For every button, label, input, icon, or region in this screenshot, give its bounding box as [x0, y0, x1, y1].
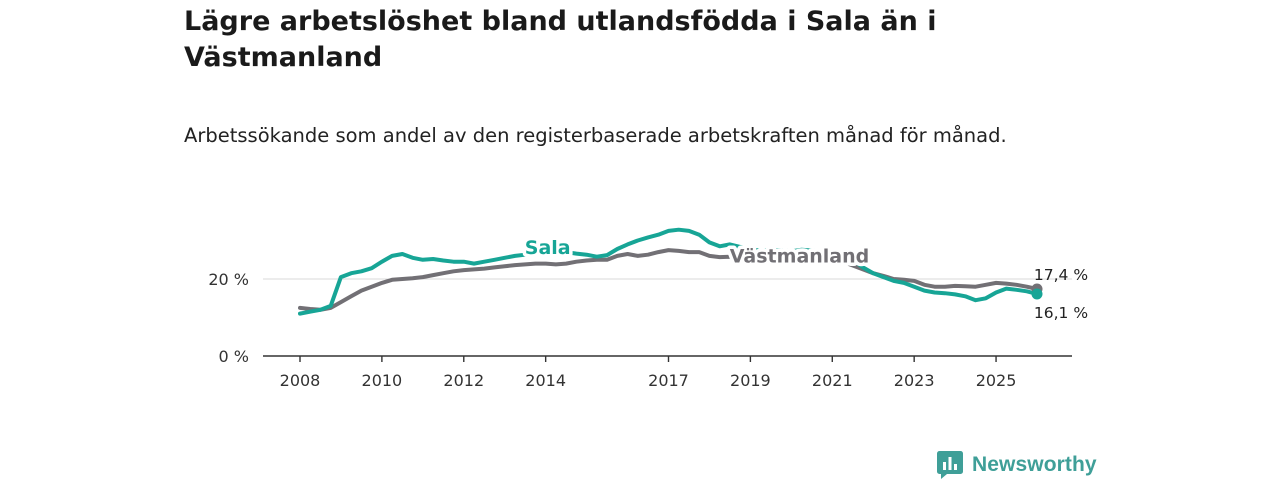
x-tick-label: 2021: [812, 371, 853, 390]
chart-title: Lägre arbetslöshet bland utlandsfödda i …: [184, 6, 937, 73]
newsworthy-logo-icon: [937, 451, 963, 479]
end-markers: 17,4 % 16,1 %: [1031, 266, 1088, 322]
x-tick-label: 2019: [730, 371, 771, 390]
end-marker-sala: [1031, 288, 1043, 300]
end-label-vastmanland: 17,4 %: [1034, 266, 1088, 284]
chart-subtitle: Arbetssökande som andel av den registerb…: [184, 124, 1007, 147]
x-tick-label: 2025: [976, 371, 1017, 390]
series-line-sala: [298, 227, 1039, 316]
x-tick-label: 2010: [362, 371, 403, 390]
brand-name: Newsworthy: [972, 453, 1097, 476]
series-label-vastmanland: Västmanland: [730, 245, 870, 267]
series-label-sala: Sala: [525, 237, 571, 259]
brand-logo: Newsworthy: [937, 450, 1097, 480]
y-tick-label: 0 %: [219, 347, 249, 366]
x-axis-ticks: 2008 2010 2012 2014 2017 2019 2021 2023 2025: [280, 356, 1017, 390]
end-label-sala: 16,1 %: [1034, 304, 1088, 322]
y-axis-ticks: 0 % 20 %: [208, 270, 249, 366]
x-tick-label: 2012: [443, 371, 484, 390]
x-tick-label: 2014: [525, 371, 566, 390]
x-tick-label: 2008: [280, 371, 321, 390]
series-label-halo: Västmanland: [730, 245, 870, 267]
x-tick-label: 2017: [648, 371, 689, 390]
series-line-vastmanland: [298, 248, 1039, 312]
series-lines: [298, 227, 1039, 316]
line-chart: 0 % 20 % 2008 2010 2012 2014 2017 2019 2021 2023…: [208, 227, 1088, 390]
x-tick-label: 2023: [894, 371, 935, 390]
y-tick-label: 20 %: [208, 270, 249, 289]
series-label-halo: Sala: [525, 237, 571, 259]
